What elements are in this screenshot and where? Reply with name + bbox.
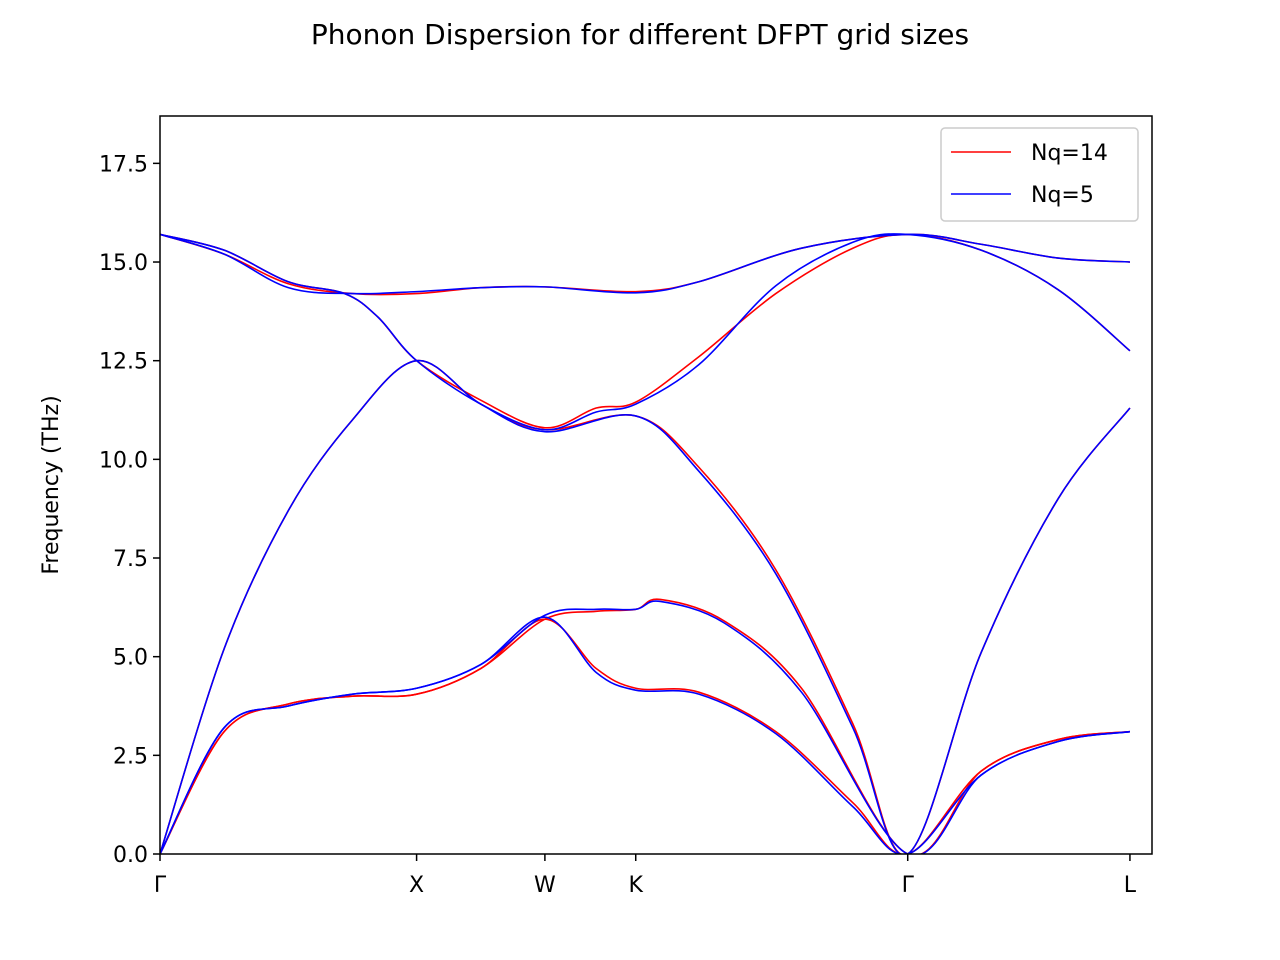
series-0-band-1 xyxy=(160,598,1131,854)
legend: Nq=14 Nq=5 xyxy=(940,127,1139,222)
series-1-band-4 xyxy=(160,233,1130,295)
chart-title: Phonon Dispersion for different DFPT gri… xyxy=(311,18,969,51)
y-tick-label: 10.0 xyxy=(99,448,148,473)
series-0-band-2 xyxy=(160,359,1131,854)
y-tick-label: 5.0 xyxy=(113,646,148,671)
series-1-band-2 xyxy=(160,359,1131,854)
y-tick-label: 2.5 xyxy=(113,744,148,769)
x-tick-label: Γ xyxy=(154,873,167,898)
x-tick-label: K xyxy=(629,873,644,898)
y-tick-label: 12.5 xyxy=(99,350,148,375)
legend-label: Nq=5 xyxy=(1031,183,1094,208)
legend-label: Nq=14 xyxy=(1031,141,1108,166)
series-1-band-0 xyxy=(160,616,1131,854)
series-0-band-0 xyxy=(160,618,1131,854)
x-tick-label: Γ xyxy=(902,873,915,898)
y-axis-label: Frequency (THz) xyxy=(39,395,64,574)
series-1-band-1 xyxy=(160,600,1131,854)
plot-lines xyxy=(160,233,1131,854)
y-axis-ticks: 0.0 2.5 5.0 7.5 10.0 12.5 15.0 17.5 xyxy=(99,152,160,868)
y-tick-label: 17.5 xyxy=(99,152,148,177)
series-1-band-3 xyxy=(160,233,1131,431)
x-tick-label: L xyxy=(1124,873,1137,898)
y-tick-label: 0.0 xyxy=(113,843,148,868)
x-tick-label: W xyxy=(534,873,556,898)
y-tick-label: 15.0 xyxy=(99,251,148,276)
x-tick-label: X xyxy=(409,873,424,898)
plot-frame xyxy=(159,115,1153,855)
y-tick-label: 7.5 xyxy=(113,547,148,572)
